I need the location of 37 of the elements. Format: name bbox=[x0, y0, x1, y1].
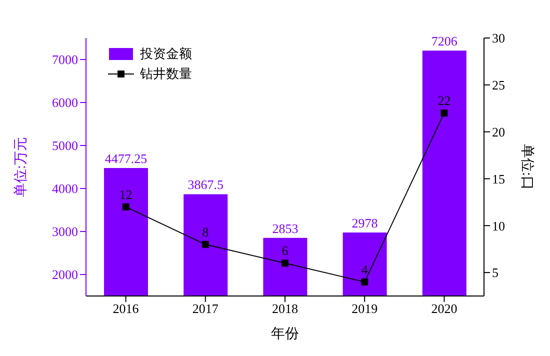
point bbox=[440, 110, 448, 117]
data-label: 22 bbox=[438, 93, 451, 108]
data-label: 8 bbox=[202, 224, 209, 240]
x-axis-title: 年份 bbox=[271, 326, 299, 342]
y2-tick-label: 30 bbox=[492, 30, 505, 46]
x-tick-label: 2020 bbox=[431, 301, 458, 316]
data-label: 2853 bbox=[272, 220, 298, 236]
data-label: 3867.5 bbox=[188, 177, 224, 192]
y-tick-label: 3000 bbox=[52, 224, 78, 240]
y2-tick-label: 25 bbox=[492, 78, 505, 93]
data-label: 12 bbox=[119, 186, 132, 202]
point bbox=[361, 278, 368, 286]
y2-tick-label: 20 bbox=[492, 124, 505, 140]
data-label: 4 bbox=[361, 262, 368, 277]
point bbox=[202, 240, 209, 248]
y-axis-title: 单位:万元 bbox=[12, 137, 29, 197]
x-tick-label: 2019 bbox=[352, 301, 378, 316]
data-label: 2978 bbox=[352, 215, 378, 230]
data-label: 7206 bbox=[431, 34, 458, 49]
y-tick-label: 6000 bbox=[52, 95, 78, 110]
x-tick-label: 2017 bbox=[192, 301, 219, 316]
legend-label: 钻井数量 bbox=[140, 65, 192, 83]
point bbox=[122, 203, 130, 210]
point bbox=[282, 260, 288, 267]
y2-tick-label: 10 bbox=[492, 218, 505, 234]
y-tick-label: 7000 bbox=[52, 52, 78, 68]
y2-axis-title: 单位:口 bbox=[519, 144, 536, 190]
y2-tick-label: 5 bbox=[492, 265, 498, 280]
y2-tick-label: 15 bbox=[492, 171, 505, 186]
x-tick-label: 2018 bbox=[272, 301, 298, 316]
legend-label: 投资金额 bbox=[140, 45, 192, 63]
data-label: 6 bbox=[282, 243, 289, 258]
y-tick-label: 4000 bbox=[52, 181, 78, 196]
y-tick-label: 2000 bbox=[52, 267, 78, 282]
data-label: 4477.25 bbox=[104, 150, 148, 166]
x-tick-label: 2016 bbox=[112, 301, 140, 316]
y-tick-label: 5000 bbox=[52, 138, 78, 154]
